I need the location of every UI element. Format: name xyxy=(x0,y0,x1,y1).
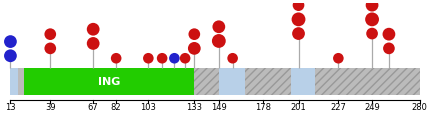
Point xyxy=(182,57,189,59)
Text: ING: ING xyxy=(98,77,120,87)
Point xyxy=(7,40,14,43)
Point xyxy=(295,33,302,35)
Bar xyxy=(245,68,291,95)
Text: 39: 39 xyxy=(45,103,55,112)
Bar xyxy=(219,68,245,95)
Text: 82: 82 xyxy=(111,103,122,112)
Text: 149: 149 xyxy=(211,103,227,112)
Text: 13: 13 xyxy=(5,103,16,112)
Point xyxy=(369,18,375,20)
Text: 249: 249 xyxy=(364,103,380,112)
Text: 280: 280 xyxy=(412,103,427,112)
Point xyxy=(90,28,97,30)
Bar xyxy=(392,68,420,95)
Text: 178: 178 xyxy=(255,103,271,112)
Bar xyxy=(315,68,392,95)
Point xyxy=(385,47,392,49)
Text: 103: 103 xyxy=(141,103,156,112)
Point xyxy=(369,4,375,6)
Point xyxy=(47,33,54,35)
Bar xyxy=(10,68,420,95)
Bar xyxy=(194,68,219,95)
Point xyxy=(385,33,392,35)
Text: 227: 227 xyxy=(330,103,346,112)
Bar xyxy=(291,68,315,95)
Point xyxy=(369,33,375,35)
Point xyxy=(7,55,14,57)
Point xyxy=(171,57,178,59)
Text: 201: 201 xyxy=(291,103,307,112)
Bar xyxy=(24,68,194,95)
Point xyxy=(47,47,54,49)
Point xyxy=(191,33,198,35)
Point xyxy=(295,18,302,20)
Bar xyxy=(392,68,420,95)
Text: 133: 133 xyxy=(186,103,202,112)
Point xyxy=(215,26,222,28)
Text: 67: 67 xyxy=(88,103,98,112)
Point xyxy=(295,4,302,6)
Point xyxy=(90,42,97,45)
Bar xyxy=(315,68,392,95)
Point xyxy=(335,57,342,59)
Point xyxy=(229,57,236,59)
Bar xyxy=(245,68,291,95)
Bar xyxy=(194,68,219,95)
Point xyxy=(159,57,166,59)
Point xyxy=(215,40,222,42)
Point xyxy=(191,47,198,49)
Point xyxy=(145,57,152,59)
Bar xyxy=(10,68,18,95)
Point xyxy=(113,57,120,59)
